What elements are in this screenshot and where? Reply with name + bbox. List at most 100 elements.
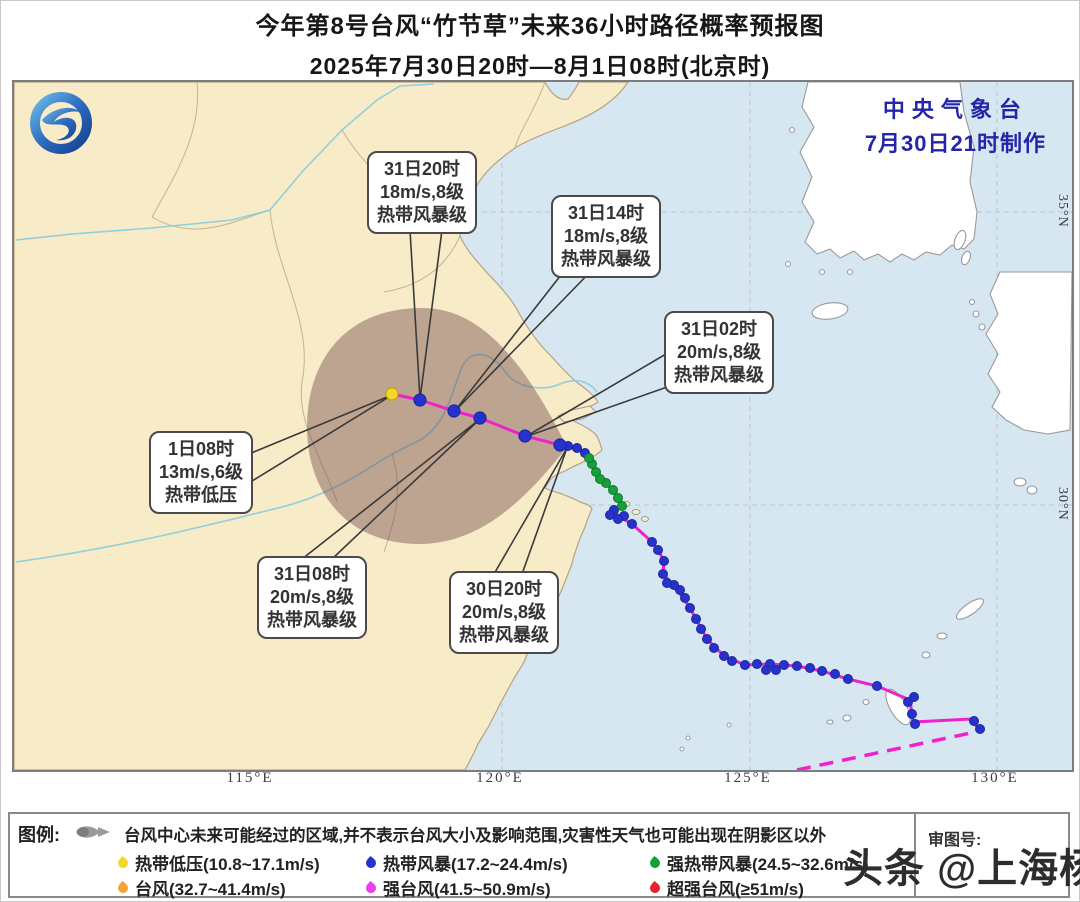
history-point-ts (843, 674, 853, 684)
history-point-ts (975, 724, 985, 734)
typhoon-category-icon (363, 880, 379, 895)
japan-land (826, 229, 1072, 726)
callout-leader-line (419, 229, 443, 400)
callout-leader-line (243, 394, 393, 487)
callout-leader-line (524, 385, 671, 438)
publisher-block: 中央气象台 7月30日21时制作 (865, 92, 1046, 158)
history-point-ts (907, 709, 917, 719)
legend-cone-note: 台风中心未来可能经过的区域,并不表示台风大小及影响范围,灾害性天气也可能出现在阴… (124, 827, 827, 845)
forecast-point-ts (518, 429, 532, 443)
history-point-ts (696, 624, 706, 634)
forecast-map: 中央气象台 7月30日21时制作 35°N 30°N (12, 80, 1074, 772)
callout-30d20h: 30日20时 20m/s,8级 热带风暴级 (449, 571, 559, 655)
history-point-ts (719, 651, 729, 661)
history-point-ts (662, 578, 672, 588)
callout-31d20h: 31日20时 18m/s,8级 热带风暴级 (367, 151, 477, 235)
callout-level: 热带风暴级 (459, 625, 549, 646)
history-point-ts (709, 643, 719, 653)
page-subtitle: 2025年7月30日20时—8月1日08时(北京时) (309, 53, 771, 79)
lon-tick-label: 115°E (226, 770, 274, 786)
forecast-point-ts (447, 404, 461, 418)
history-point-ts (685, 603, 695, 613)
history-point-ts (702, 634, 712, 644)
legend-item: 强台风(41.5~50.9m/s) (363, 875, 650, 900)
publisher-name: 中央气象台 (882, 97, 1028, 122)
callout-time: 30日20时 (465, 579, 543, 599)
rivers (15, 83, 598, 563)
callout-leader-line (409, 229, 421, 400)
history-point-ts (680, 593, 690, 603)
callout-31d14h: 31日14时 18m/s,8级 热带风暴级 (551, 195, 661, 279)
typhoon-category-icon (647, 880, 663, 895)
legend-title: 图例: (18, 825, 60, 845)
callout-wind: 20m/s,8级 (269, 587, 355, 608)
callout-time: 31日14时 (567, 203, 645, 223)
callout-time: 1日08时 (168, 439, 235, 459)
legend-item: 强热带风暴(24.5~32.6m/s) (647, 850, 869, 875)
callout-leader-line (453, 265, 597, 413)
callout-level: 热带风暴级 (267, 610, 357, 631)
callout-level: 热带风暴级 (377, 205, 467, 226)
lon-labels-container: 115°E 120°E 125°E 130°E (12, 770, 1070, 792)
legend-item: 热带风暴(17.2~24.4m/s) (363, 850, 650, 875)
history-point-sts (613, 493, 623, 503)
history-point-sts (584, 453, 594, 463)
history-point-ts (830, 669, 840, 679)
history-point-ts (792, 661, 802, 671)
history-point-ts (761, 665, 771, 675)
title-area: 今年第8号台风“竹节草”未来36小时路径概率预报图 2025年7月30日20时—… (0, 6, 1080, 81)
watermark: 头条 @上海杨浦 (843, 847, 1080, 891)
legend-box: 图例: 台风中心未来可能经过的区域,并不表示台风大小及影响范围,灾害性天气也可能… (8, 812, 1070, 900)
history-point-ts (572, 443, 582, 453)
typhoon-category-icon (115, 880, 131, 895)
callout-leader-line (453, 265, 569, 413)
history-point-ts (817, 666, 827, 676)
province-borders (151, 82, 546, 553)
cone-legend-icon (74, 824, 114, 845)
history-point-ts (752, 659, 762, 669)
history-point-ts (805, 663, 815, 673)
history-point-ts (969, 716, 979, 726)
callout-time: 31日20时 (383, 159, 461, 179)
map-canvas (14, 82, 1072, 770)
probability-cone (307, 308, 567, 544)
callout-leader-line (493, 447, 568, 575)
lat-tick-label: 35°N (1055, 194, 1070, 228)
lon-tick-label: 120°E (476, 770, 524, 786)
callout-time: 31日02时 (680, 319, 758, 339)
forecast-point-ts (553, 438, 567, 452)
callout-leader-line (243, 394, 393, 457)
callout-level: 热带低压 (165, 485, 238, 506)
history-point-ts (727, 656, 737, 666)
callout-wind: 20m/s,8级 (676, 342, 762, 363)
cma-logo-icon (28, 90, 94, 156)
history-point-ts (627, 519, 637, 529)
callout-level: 热带风暴级 (674, 365, 764, 386)
callout-1d08h: 1日08时 13m/s,6级 热带低压 (149, 431, 254, 515)
callout-wind: 13m/s,6级 (159, 462, 244, 483)
callout-wind: 18m/s,8级 (563, 226, 649, 247)
legend-item-label: 热带低压(10.8~17.1m/s) (135, 855, 320, 874)
typhoon-category-icon (115, 855, 131, 870)
history-point-ts (659, 556, 669, 566)
history-point-sts (591, 467, 601, 477)
callout-time: 31日08时 (273, 564, 351, 584)
callout-level: 热带风暴级 (561, 249, 651, 270)
history-point-ts (647, 537, 657, 547)
callout-leader-line (331, 418, 481, 560)
history-point-ts (613, 514, 623, 524)
callout-leader-line (301, 418, 481, 560)
track-layer (243, 229, 985, 770)
history-point-sts (617, 501, 627, 511)
history-point-ts (740, 660, 750, 670)
legend-item-label: 强热带风暴(24.5~32.6m/s) (667, 855, 869, 874)
legend-item: 台风(32.7~41.4m/s) (115, 875, 366, 900)
history-point-ts (872, 681, 882, 691)
lon-tick-label: 125°E (724, 770, 772, 786)
history-point-ts (658, 569, 668, 579)
history-point-sts (608, 485, 618, 495)
forecast-point-ts (413, 393, 427, 407)
history-dashed-track (796, 729, 981, 770)
lon-tick-label: 130°E (971, 770, 1019, 786)
callout-wind: 20m/s,8级 (461, 602, 547, 623)
